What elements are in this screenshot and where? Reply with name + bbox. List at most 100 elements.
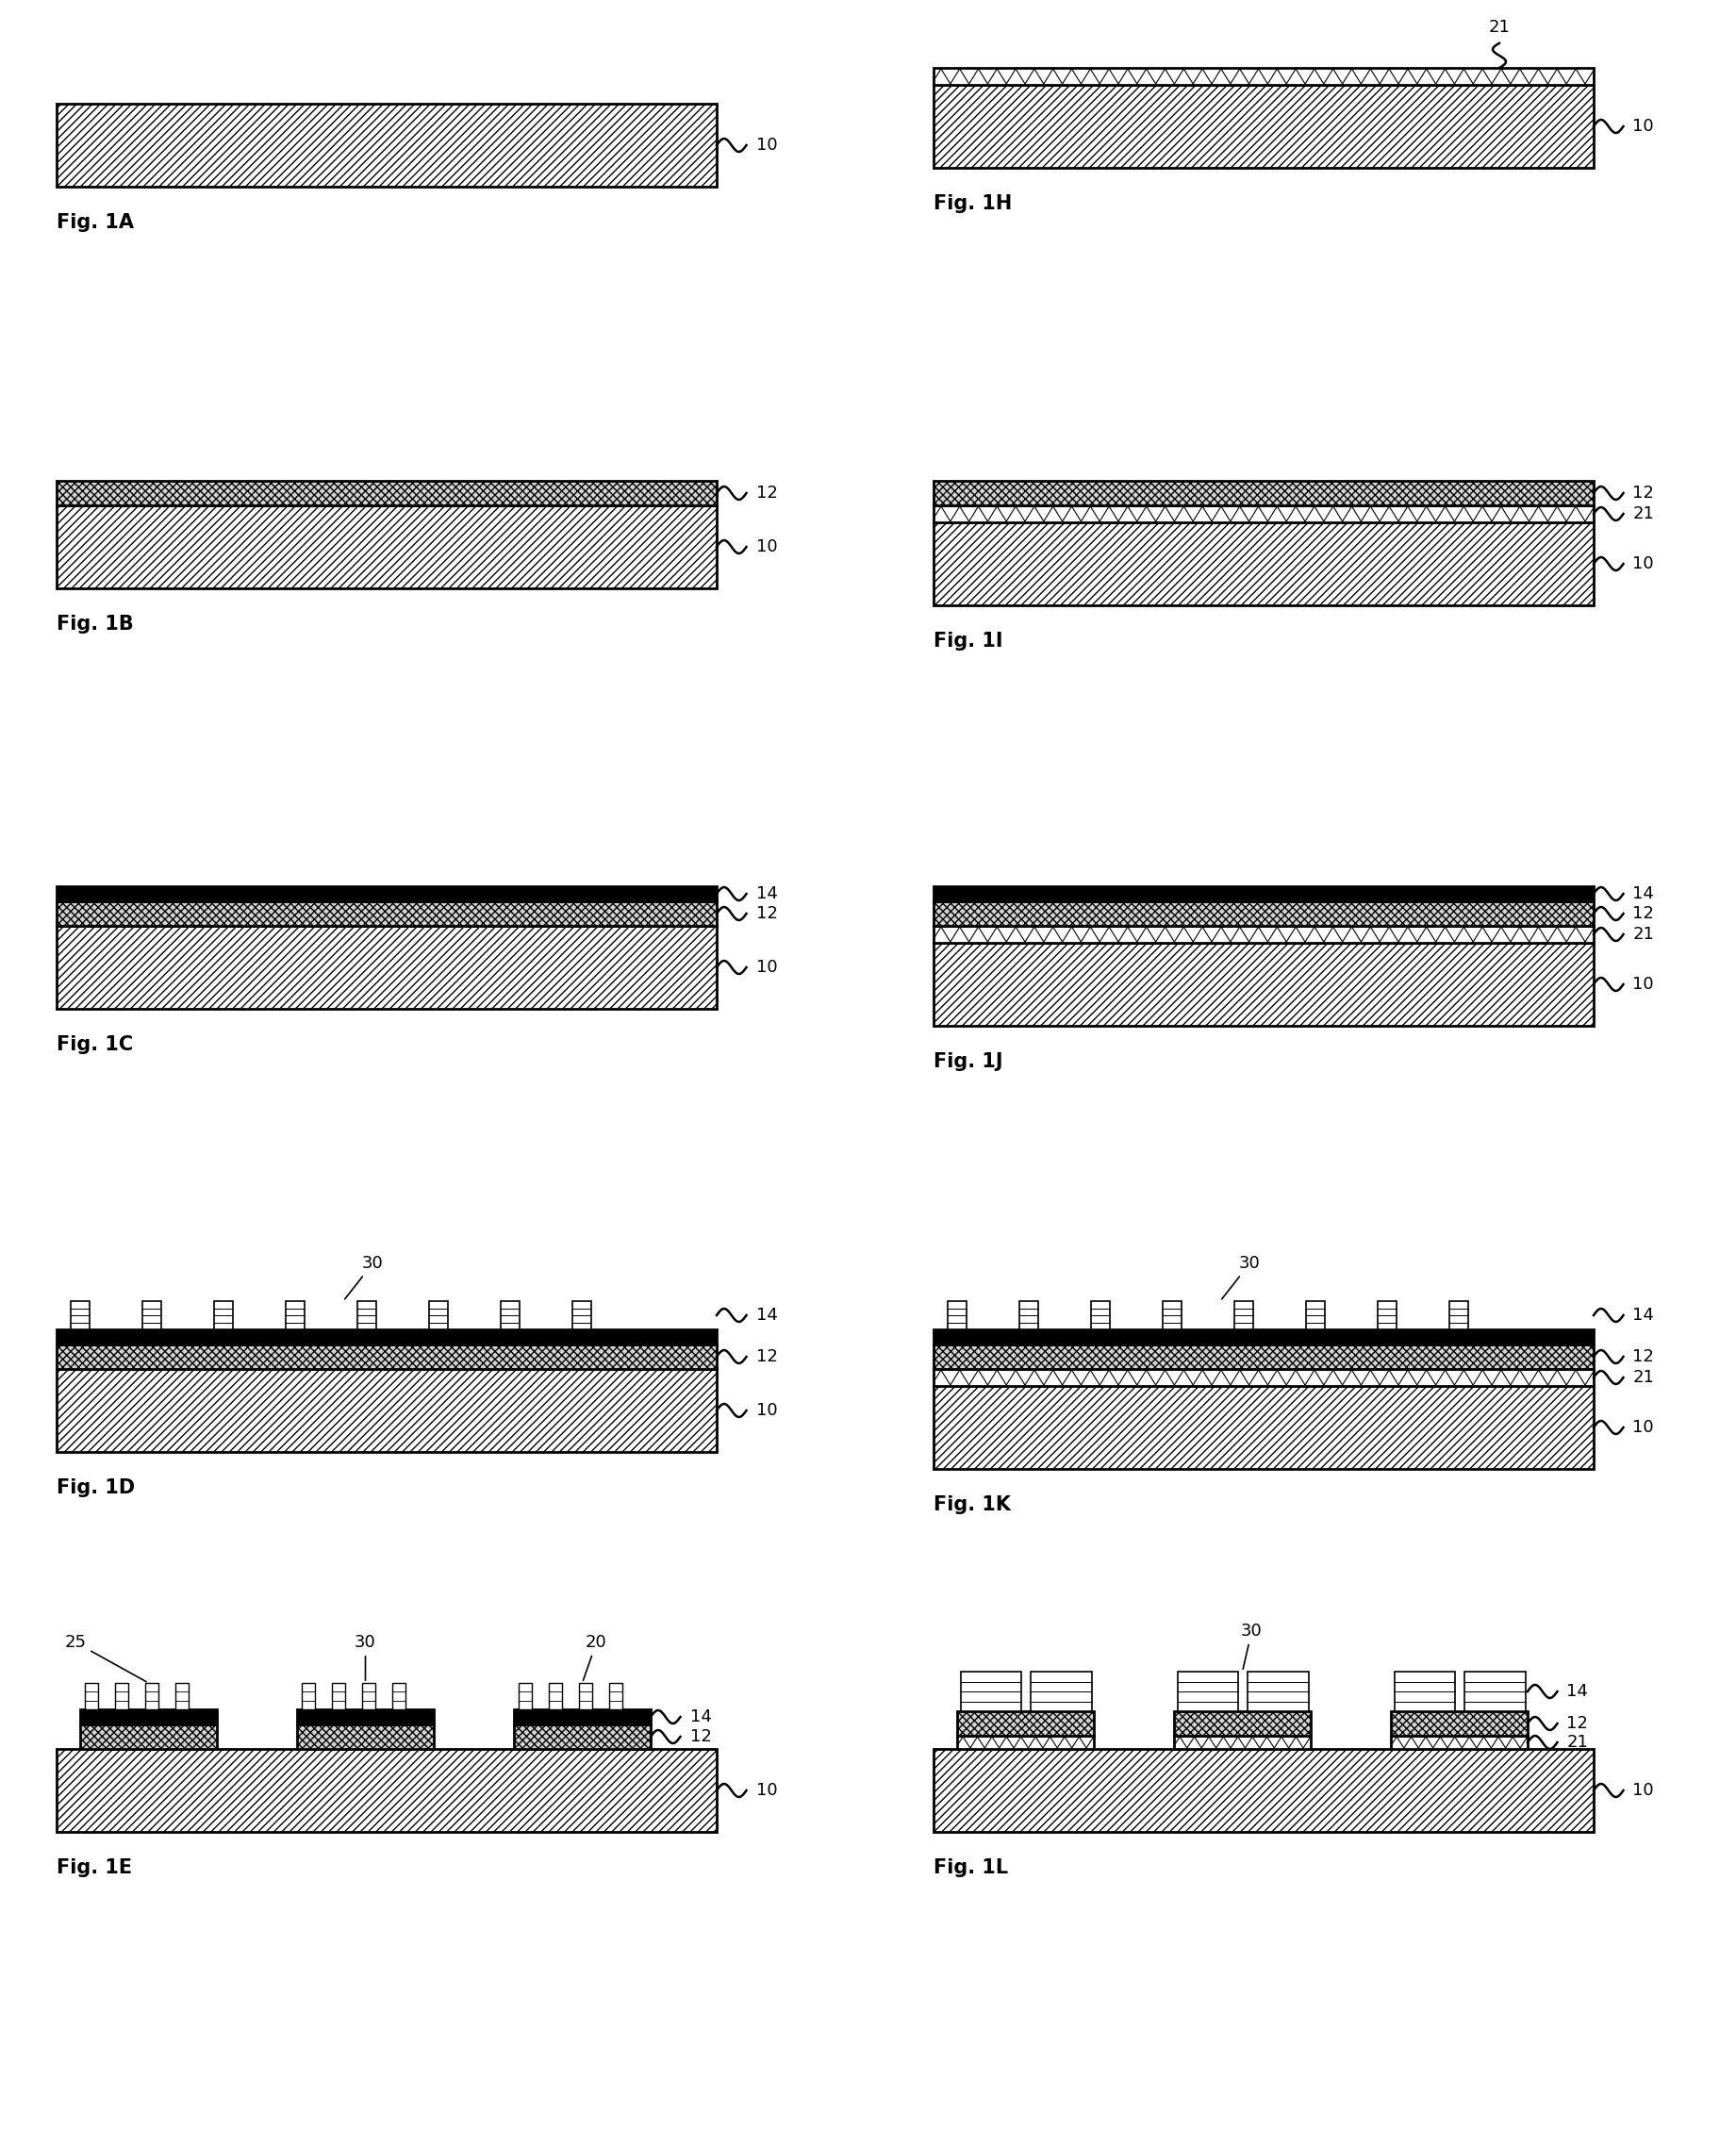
Text: 14: 14 <box>1634 885 1654 903</box>
Bar <box>519 1683 531 1709</box>
Bar <box>71 1301 90 1329</box>
Bar <box>514 1724 651 1750</box>
Bar <box>1234 1301 1253 1329</box>
Bar <box>580 1683 592 1709</box>
Text: 10: 10 <box>1634 976 1654 993</box>
Bar <box>57 926 717 1010</box>
Text: 21: 21 <box>1566 1734 1588 1752</box>
Text: 21: 21 <box>1634 1370 1654 1385</box>
Bar <box>934 885 1594 900</box>
Bar <box>934 506 1594 523</box>
Text: 12: 12 <box>689 1728 712 1745</box>
Bar <box>57 1370 717 1451</box>
Text: Fig. 1J: Fig. 1J <box>934 1053 1003 1072</box>
Bar <box>934 69 1594 86</box>
Text: 21: 21 <box>1488 19 1510 36</box>
Bar <box>1019 1301 1038 1329</box>
Bar <box>57 506 717 587</box>
Bar <box>1450 1301 1469 1329</box>
Text: 14: 14 <box>689 1709 712 1726</box>
Bar <box>934 1370 1594 1385</box>
Text: 10: 10 <box>1634 1419 1654 1436</box>
Text: 10: 10 <box>755 1782 778 1799</box>
Bar <box>175 1683 189 1709</box>
Bar <box>80 1724 217 1750</box>
Text: 10: 10 <box>755 538 778 555</box>
Text: Fig. 1E: Fig. 1E <box>57 1859 132 1878</box>
Bar <box>57 1329 717 1344</box>
Text: 30: 30 <box>1241 1623 1262 1668</box>
Text: 14: 14 <box>755 1306 778 1323</box>
Bar <box>1378 1301 1396 1329</box>
Text: 12: 12 <box>1566 1715 1588 1732</box>
Text: Fig. 1C: Fig. 1C <box>57 1036 134 1055</box>
Bar <box>1391 1737 1528 1750</box>
Bar <box>363 1683 375 1709</box>
Text: 10: 10 <box>1634 555 1654 572</box>
Bar <box>957 1711 1094 1737</box>
Bar <box>573 1301 592 1329</box>
Text: 30: 30 <box>354 1634 377 1681</box>
Bar <box>514 1709 651 1724</box>
Bar <box>934 1329 1594 1344</box>
Bar <box>297 1724 434 1750</box>
Bar <box>500 1301 519 1329</box>
Bar <box>57 480 717 506</box>
Bar <box>1174 1711 1311 1737</box>
Text: 10: 10 <box>755 958 778 976</box>
Bar <box>57 103 717 187</box>
Bar <box>962 1672 1023 1711</box>
Bar <box>297 1709 434 1724</box>
Text: 21: 21 <box>1634 926 1654 943</box>
Bar <box>302 1683 314 1709</box>
Bar <box>1305 1301 1325 1329</box>
Bar <box>934 480 1594 506</box>
Bar <box>957 1737 1094 1750</box>
Text: 20: 20 <box>583 1634 608 1681</box>
Text: 10: 10 <box>1634 118 1654 135</box>
Bar <box>80 1709 217 1724</box>
Bar <box>142 1301 161 1329</box>
Text: 30: 30 <box>345 1254 384 1299</box>
Bar <box>1391 1737 1528 1750</box>
Text: 30: 30 <box>1222 1254 1260 1299</box>
Bar <box>934 943 1594 1025</box>
Bar <box>214 1301 233 1329</box>
Bar <box>934 69 1594 86</box>
Bar <box>57 1750 717 1831</box>
Bar <box>1394 1672 1455 1711</box>
Bar <box>429 1301 448 1329</box>
Bar <box>934 926 1594 943</box>
Bar <box>934 900 1594 926</box>
Bar <box>57 900 717 926</box>
Text: 10: 10 <box>1634 1782 1654 1799</box>
Text: Fig. 1A: Fig. 1A <box>57 212 134 232</box>
Bar <box>549 1683 562 1709</box>
Bar <box>1031 1672 1092 1711</box>
Text: 12: 12 <box>755 1349 778 1366</box>
Text: Fig. 1H: Fig. 1H <box>934 195 1012 212</box>
Bar <box>934 1750 1594 1831</box>
Text: Fig. 1D: Fig. 1D <box>57 1479 135 1497</box>
Text: 14: 14 <box>1566 1683 1588 1700</box>
Bar <box>934 1344 1594 1370</box>
Bar <box>934 506 1594 523</box>
Bar <box>934 926 1594 943</box>
Text: 12: 12 <box>1634 485 1654 502</box>
Text: Fig. 1B: Fig. 1B <box>57 615 134 635</box>
Bar <box>57 885 717 900</box>
Bar <box>85 1683 97 1709</box>
Bar <box>286 1301 304 1329</box>
Text: 12: 12 <box>1634 905 1654 922</box>
Text: 14: 14 <box>1634 1306 1654 1323</box>
Text: Fig. 1L: Fig. 1L <box>934 1859 1009 1878</box>
Bar <box>934 1385 1594 1469</box>
Text: 12: 12 <box>755 905 778 922</box>
Bar <box>57 1344 717 1370</box>
Text: 12: 12 <box>755 485 778 502</box>
Text: 12: 12 <box>1634 1349 1654 1366</box>
Text: 10: 10 <box>755 1402 778 1419</box>
Text: Fig. 1K: Fig. 1K <box>934 1494 1010 1514</box>
Bar <box>948 1301 967 1329</box>
Text: 10: 10 <box>755 137 778 154</box>
